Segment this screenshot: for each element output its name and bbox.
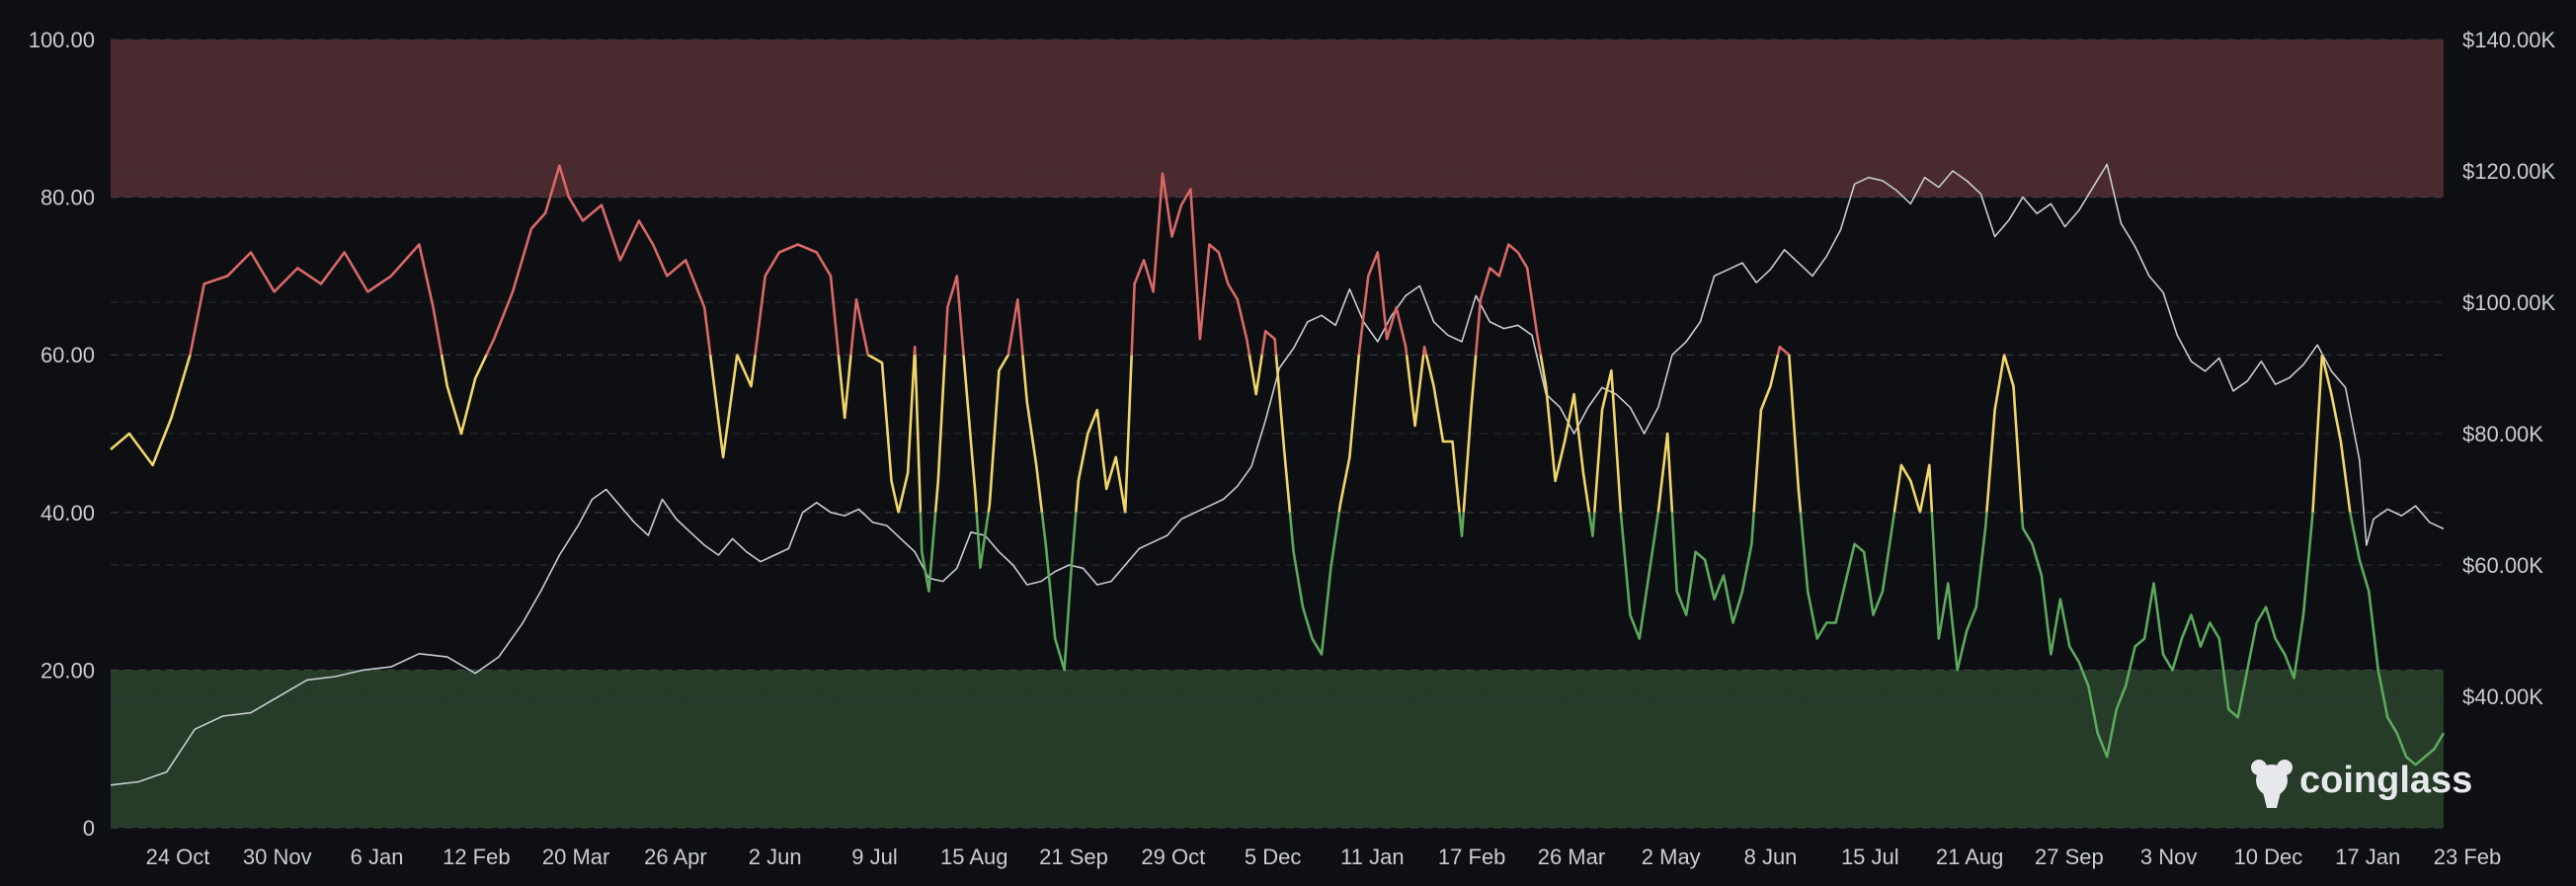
right-axis: $140.00K $120.00K $100.00K $80.00K $60.00K $4…	[2462, 28, 2556, 709]
left-tick-label: 0	[83, 816, 95, 841]
left-tick-label: 60.00	[40, 343, 95, 367]
watermark: coinglass	[2251, 760, 2472, 808]
x-tick-label: 9 Jul	[851, 845, 897, 869]
right-tick-label: $140.00K	[2462, 28, 2556, 52]
x-tick-label: 21 Aug	[1936, 845, 2004, 869]
price-line	[110, 163, 2445, 786]
x-tick-label: 26 Mar	[1538, 845, 1605, 869]
x-tick-label: 2 May	[1642, 845, 1701, 869]
overbought-zone	[111, 40, 2444, 198]
watermark-text: coinglass	[2299, 760, 2472, 801]
right-tick-label: $40.00K	[2462, 685, 2543, 709]
left-tick-label: 100.00	[29, 28, 95, 52]
index-series	[110, 164, 2446, 766]
index-line-band	[189, 164, 2324, 356]
left-axis: 100.00 80.00 60.00 40.00 20.00 0	[29, 28, 95, 841]
x-tick-label: 21 Sep	[1039, 845, 1108, 869]
x-tick-label: 12 Feb	[443, 845, 511, 869]
right-tick-label: $80.00K	[2462, 422, 2543, 446]
price-series	[110, 163, 2445, 786]
coinglass-logo-icon	[2251, 760, 2293, 808]
index-line-band	[897, 512, 2446, 766]
left-tick-label: 80.00	[40, 186, 95, 210]
x-tick-label: 23 Feb	[2434, 845, 2502, 869]
x-axis: 24 Oct 30 Nov 6 Jan 12 Feb 20 Mar 26 Apr 2 Jun…	[146, 845, 2502, 869]
x-tick-label: 2 Jun	[749, 845, 802, 869]
index-line-band	[110, 355, 2352, 513]
left-tick-label: 20.00	[40, 658, 95, 683]
x-tick-label: 27 Sep	[2035, 845, 2104, 869]
x-tick-label: 26 Apr	[644, 845, 707, 869]
x-tick-label: 17 Jan	[2335, 845, 2400, 869]
x-tick-label: 11 Jan	[1340, 845, 1404, 869]
x-tick-label: 5 Dec	[1245, 845, 1301, 869]
x-tick-label: 17 Feb	[1438, 845, 1506, 869]
x-tick-label: 24 Oct	[146, 845, 210, 869]
x-tick-label: 8 Jun	[1744, 845, 1798, 869]
left-tick-label: 40.00	[40, 501, 95, 525]
x-tick-label: 3 Nov	[2140, 845, 2197, 869]
x-tick-label: 30 Nov	[243, 845, 312, 869]
x-tick-label: 6 Jan	[351, 845, 404, 869]
x-tick-label: 29 Oct	[1141, 845, 1205, 869]
right-tick-label: $100.00K	[2462, 290, 2556, 315]
x-tick-label: 20 Mar	[542, 845, 609, 869]
oversold-zone	[111, 670, 2444, 828]
x-tick-label: 15 Aug	[940, 845, 1008, 869]
x-tick-label: 15 Jul	[1841, 845, 1899, 869]
right-tick-label: $60.00K	[2462, 553, 2543, 578]
right-tick-label: $120.00K	[2462, 159, 2556, 184]
x-tick-label: 10 Dec	[2234, 845, 2303, 869]
grid-layer	[111, 39, 2444, 829]
